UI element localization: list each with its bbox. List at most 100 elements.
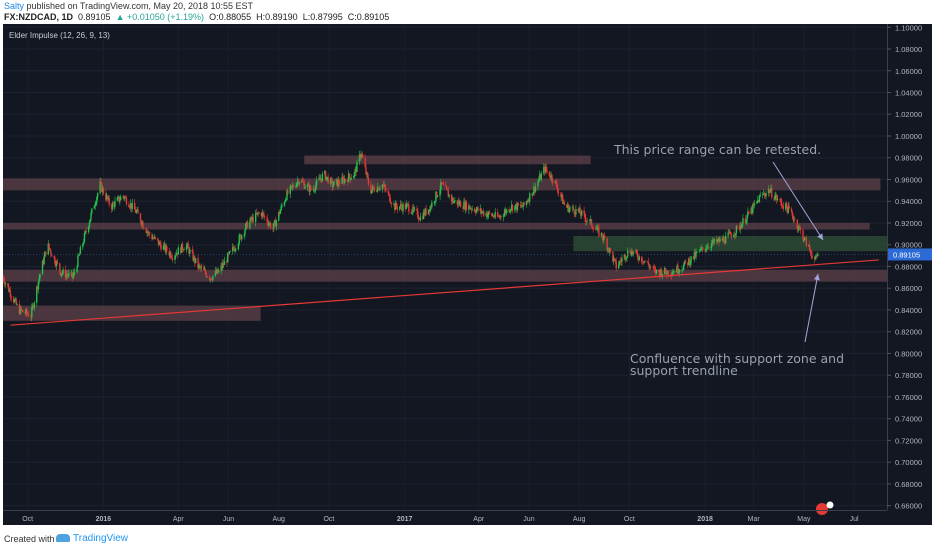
candle-down	[148, 232, 151, 235]
candle-up	[682, 269, 684, 271]
candle-up	[797, 228, 799, 230]
candle-up	[762, 193, 765, 195]
candle-down	[452, 198, 454, 203]
annotation-retest: This price range can be retested.	[613, 142, 821, 157]
candle-down	[641, 261, 644, 263]
candle-up	[341, 176, 343, 184]
candle-up	[37, 281, 40, 290]
candle-up	[304, 187, 306, 189]
candle-up	[47, 243, 49, 255]
price-tick-label: 0.86000	[895, 284, 922, 293]
candle-down	[159, 241, 161, 245]
candle-down	[26, 309, 28, 314]
candle-down	[143, 227, 145, 229]
candle-up	[436, 195, 439, 197]
time-axis[interactable]: Oct 2016 Apr Jun Aug Oct 2017 Apr Jun Aug Oct 2018 M…	[3, 510, 887, 524]
candle-down	[191, 249, 194, 253]
candle-up	[706, 246, 709, 249]
candle-down	[151, 234, 153, 240]
ohlc-high: H:0.89190	[256, 12, 298, 22]
candle-up	[494, 212, 496, 218]
indicator-label[interactable]: Elder Impulse (12, 26, 9, 13)	[9, 31, 110, 40]
price-tick-label: 0.76000	[895, 393, 922, 402]
candle-down	[388, 193, 390, 195]
candle-down	[603, 235, 606, 239]
chart-plot-area[interactable]: This price range can be retested. Conflue…	[3, 24, 932, 525]
tradingview-brand[interactable]: TradingView	[56, 533, 128, 544]
candle-up	[562, 202, 565, 204]
candle-up	[463, 201, 465, 209]
price-tick-label: 0.88000	[895, 262, 922, 271]
resistance-support-zone	[3, 222, 870, 230]
candle-down	[26, 313, 29, 315]
candle-up	[212, 275, 214, 280]
candle-down	[473, 208, 476, 212]
candle-up	[527, 200, 529, 202]
candle-down	[729, 231, 732, 235]
candle-up	[516, 202, 519, 210]
candle-up	[79, 247, 82, 254]
candle-down	[496, 212, 499, 217]
price-chart[interactable]: This price range can be retested. Conflue…	[3, 24, 932, 525]
candle-down	[410, 211, 412, 214]
resistance-support-zone	[3, 305, 261, 321]
candle-up	[571, 207, 574, 208]
candle-up	[534, 186, 537, 192]
grid-lines	[3, 24, 887, 510]
candle-down	[56, 261, 59, 264]
candle-up	[448, 194, 450, 197]
candle-up	[393, 203, 395, 205]
candle-up	[635, 250, 637, 252]
candle-up	[765, 193, 767, 197]
candle-up	[335, 179, 338, 182]
candle-up	[189, 249, 191, 254]
candle-up	[19, 307, 21, 314]
candle-down	[436, 191, 438, 197]
candle-down	[100, 181, 102, 183]
candle-up	[411, 212, 413, 214]
candle-down	[133, 202, 136, 210]
author-link[interactable]: Salty	[4, 1, 25, 11]
candle-down	[240, 235, 242, 240]
candle-down	[171, 257, 173, 259]
candle-up	[618, 261, 621, 265]
candle-up	[162, 245, 165, 250]
candle-up	[464, 201, 467, 210]
candle-up	[254, 212, 257, 223]
candle-up	[454, 200, 456, 202]
candle-up	[580, 210, 583, 216]
candle-down	[197, 258, 199, 269]
candle-up	[566, 204, 569, 208]
symbol-label[interactable]: FX:NZDCAD, 1D	[4, 12, 73, 22]
candle-down	[372, 186, 375, 189]
candle-up	[710, 247, 712, 248]
candle-up	[722, 237, 724, 241]
candle-up	[379, 188, 381, 190]
trendline-layer[interactable]	[10, 259, 879, 326]
candle-down	[546, 170, 548, 172]
candle-down	[359, 154, 361, 159]
price-axis[interactable]: 1.10000 1.08000 1.06000 1.04000 1.02000 1.000…	[3, 24, 932, 525]
candle-up	[82, 241, 85, 244]
candle-up	[698, 251, 701, 253]
time-tick-label: 2016	[96, 516, 112, 523]
candle-down	[724, 242, 726, 244]
candle-up	[223, 261, 226, 266]
candle-down	[3, 281, 6, 285]
candle-down	[140, 221, 142, 225]
candle-down	[816, 255, 818, 257]
candle-down	[474, 211, 477, 213]
candle-up	[504, 210, 506, 213]
candle-up	[214, 271, 217, 276]
candle-up	[747, 211, 749, 216]
candle-up	[21, 310, 23, 311]
candle-down	[794, 219, 796, 221]
candle-down	[154, 236, 156, 239]
candle-down	[592, 227, 594, 230]
candle-down	[404, 204, 407, 209]
event-badge-dot	[826, 501, 834, 509]
candle-up	[676, 265, 678, 273]
candle-down	[128, 204, 130, 208]
candle-down	[50, 249, 52, 254]
candle-down	[355, 168, 357, 173]
